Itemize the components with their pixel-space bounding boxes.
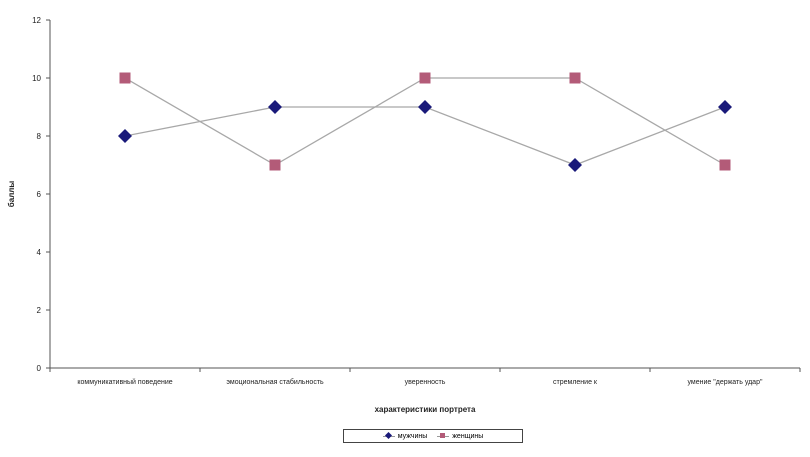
- legend-item-women: женщины: [437, 432, 483, 440]
- data-point-square: [269, 159, 281, 171]
- legend-label-women: женщины: [452, 432, 484, 440]
- data-point-diamond: [118, 129, 132, 143]
- x-tick-label: стремление к: [553, 379, 598, 386]
- data-point-diamond: [268, 100, 282, 114]
- y-axis-title: баллы: [7, 181, 16, 208]
- legend-label-men: мужчины: [397, 432, 428, 440]
- x-tick-label: уверенность: [405, 379, 446, 386]
- legend: мужчины женщины: [343, 429, 523, 443]
- data-point-square: [569, 72, 581, 84]
- x-tick-label: умение "держать удар": [688, 379, 763, 386]
- data-point-diamond: [718, 100, 732, 114]
- x-tick-label: эмоциональная стабильность: [226, 378, 324, 386]
- legend-swatch-women: [437, 432, 450, 440]
- y-tick-label: 2: [37, 306, 42, 315]
- y-tick-label: 6: [37, 190, 42, 199]
- legend-item-men: мужчины: [382, 431, 428, 440]
- data-point-square: [419, 72, 431, 84]
- data-point-diamond: [568, 158, 582, 172]
- x-tick-label: коммуникативный поведение: [77, 378, 172, 386]
- y-tick-label: 10: [32, 74, 41, 83]
- y-tick-label: 8: [37, 132, 42, 141]
- series-line-1: [124, 77, 726, 166]
- data-point-square: [719, 159, 731, 171]
- x-axis-title: характеристики портрета: [375, 405, 476, 414]
- legend-swatch-men: [382, 431, 395, 440]
- series-line-0: [124, 106, 726, 166]
- y-tick-label: 4: [37, 248, 42, 257]
- data-point-square: [119, 72, 131, 84]
- y-tick-label: 12: [32, 16, 41, 25]
- y-tick-label: 0: [37, 364, 42, 373]
- data-point-diamond: [418, 100, 432, 114]
